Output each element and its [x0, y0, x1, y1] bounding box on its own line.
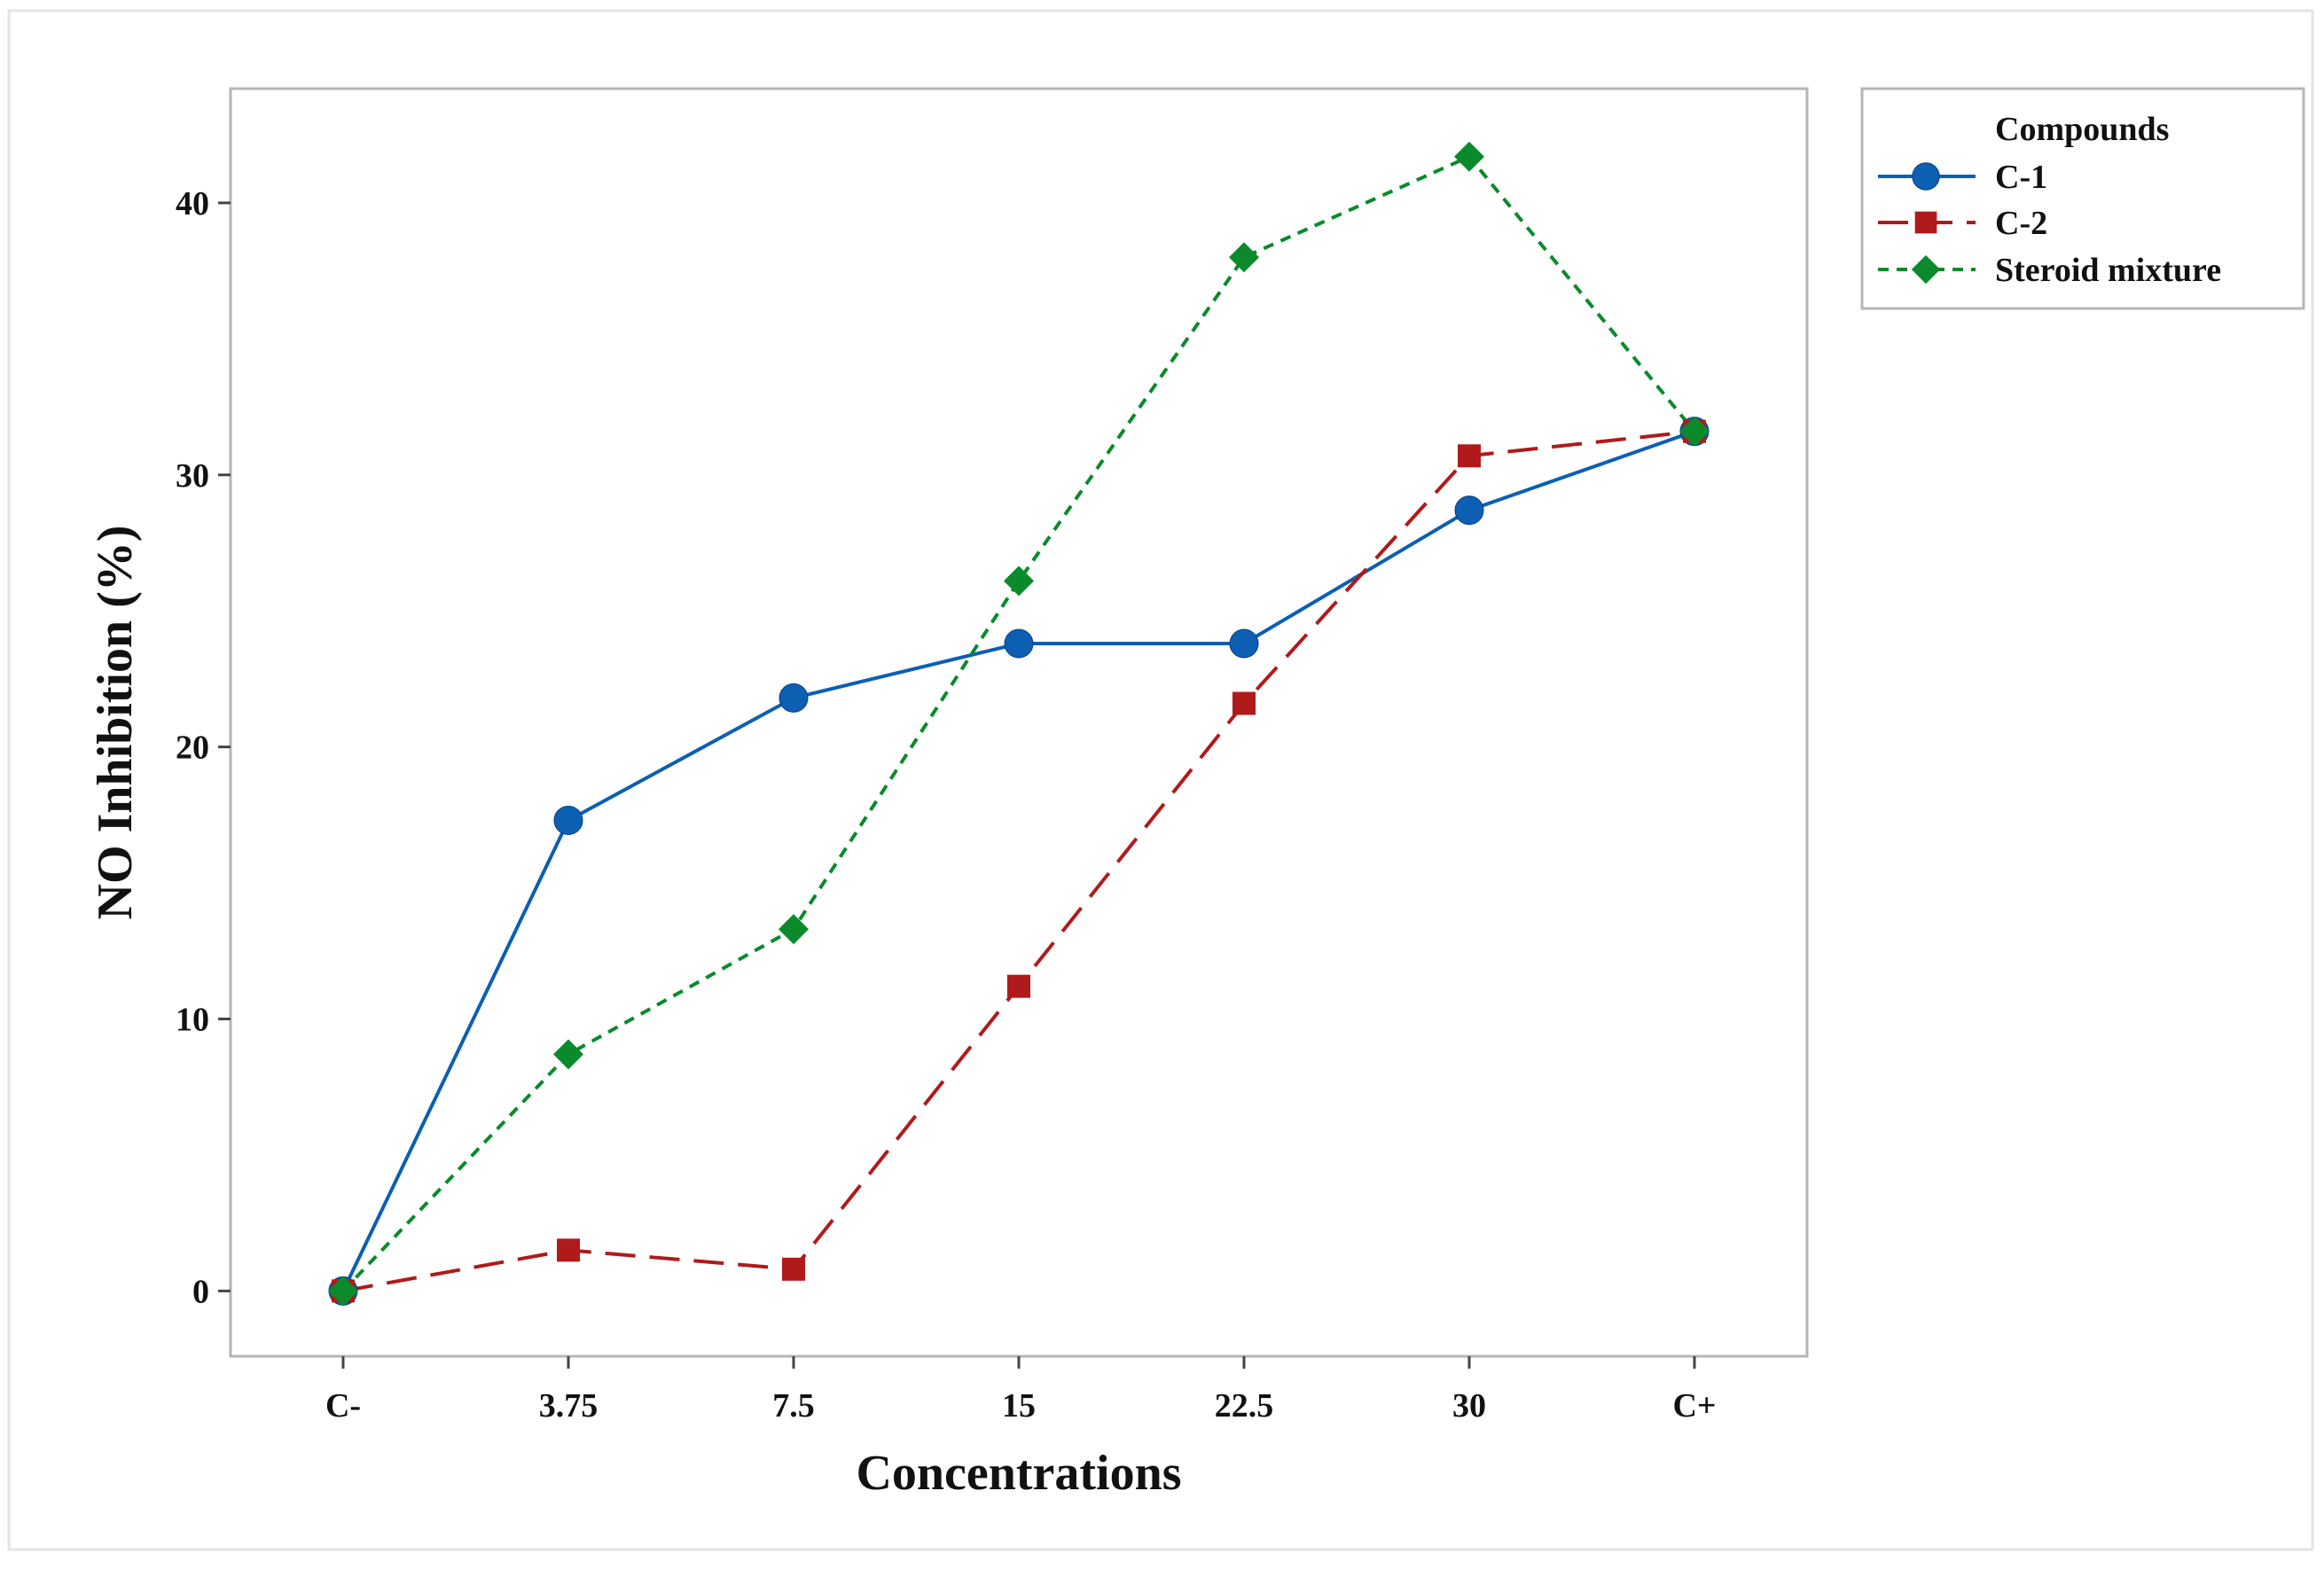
data-point-c-2 [1007, 974, 1030, 998]
data-point-steroid-mixture [1229, 242, 1259, 273]
data-point-c-1 [553, 805, 583, 835]
y-tick-label: 20 [176, 730, 209, 767]
x-tick-label: C+ [1672, 1387, 1716, 1425]
y-tick-label: 10 [176, 1001, 209, 1038]
y-axis: 0 10 20 30 40 [176, 185, 231, 1310]
legend-label-c-1: C-1 [1995, 159, 2047, 196]
x-tick-label: 3.75 [539, 1387, 599, 1425]
data-point-steroid-mixture [1454, 141, 1484, 172]
legend-marker-c-1 [1912, 162, 1940, 191]
legend-marker-steroid-mixture [1911, 254, 1941, 285]
x-axis: C- 3.75 7.5 15 22.5 30 C+ [325, 1356, 1717, 1425]
legend-label-c-2: C-2 [1995, 205, 2047, 242]
data-point-c-2 [1232, 691, 1256, 715]
data-point-steroid-mixture [328, 1276, 358, 1307]
data-point-steroid-mixture [1004, 566, 1034, 597]
data-point-steroid-mixture [553, 1039, 583, 1070]
data-point-c-1 [1454, 496, 1484, 526]
data-point-steroid-mixture [779, 914, 809, 945]
data-point-c-2 [782, 1257, 805, 1281]
series-layer [328, 141, 1710, 1307]
legend-label-steroid-mixture: Steroid mixture [1995, 252, 2221, 289]
plot-frame [229, 87, 1809, 1358]
x-tick-label: 22.5 [1215, 1387, 1274, 1425]
legend-title: Compounds [1995, 111, 2169, 148]
data-point-c-2 [557, 1238, 580, 1262]
x-tick-label: 7.5 [772, 1387, 815, 1425]
y-tick-label: 40 [176, 185, 209, 222]
data-point-c-2 [1458, 444, 1481, 468]
data-point-steroid-mixture [1679, 416, 1710, 447]
x-tick-label: 30 [1452, 1387, 1486, 1425]
y-axis-title: NO Inhibition (%) [88, 526, 143, 920]
data-point-c-1 [1229, 628, 1259, 659]
x-tick-label: C- [325, 1387, 361, 1425]
x-tick-label: 15 [1002, 1387, 1036, 1425]
legend-marker-c-2 [1914, 211, 1937, 234]
data-point-c-1 [1004, 628, 1034, 659]
data-point-c-1 [779, 683, 809, 713]
y-tick-label: 0 [192, 1273, 209, 1310]
x-axis-title: Concentrations [856, 1446, 1181, 1501]
legend: Compounds C-1 C-2 Steroid mixture [1860, 87, 2305, 310]
y-tick-label: 30 [176, 457, 209, 495]
